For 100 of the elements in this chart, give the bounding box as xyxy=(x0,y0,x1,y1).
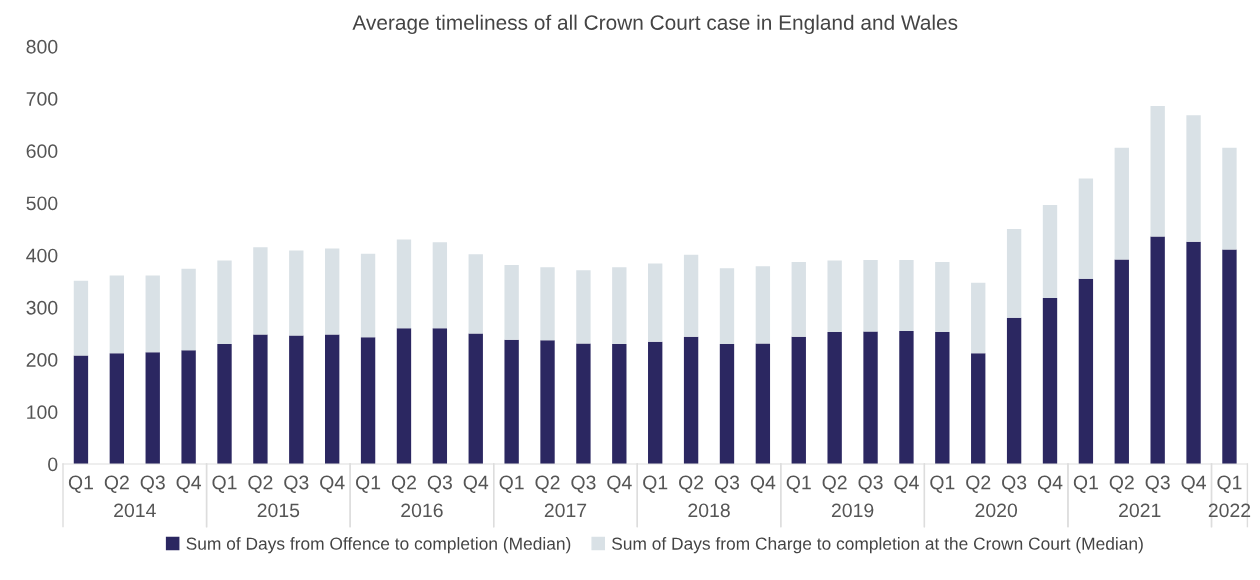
bar xyxy=(504,265,519,340)
bar xyxy=(325,334,340,464)
y-tick-label: 400 xyxy=(26,248,58,263)
bar xyxy=(1150,236,1165,464)
bar xyxy=(468,254,483,334)
bar xyxy=(612,267,627,344)
chart-title: Average timeliness of all Crown Court case in England and Wales xyxy=(352,14,958,35)
x-tick-label: Q1 xyxy=(1217,475,1242,493)
bar xyxy=(1006,317,1022,464)
bar xyxy=(971,282,986,354)
x-tick-label: Q4 xyxy=(607,475,632,493)
bar xyxy=(289,335,304,464)
bar xyxy=(648,263,663,342)
bar xyxy=(540,267,555,341)
x-tick-label: Q4 xyxy=(750,475,776,493)
bar xyxy=(576,343,591,464)
bar xyxy=(827,260,842,332)
x-tick-label: Q2 xyxy=(679,475,704,493)
bar xyxy=(145,352,160,464)
y-tick-label: 500 xyxy=(26,196,58,211)
bar xyxy=(1114,259,1129,464)
bar xyxy=(863,331,878,464)
x-tick-label: Q1 xyxy=(930,475,955,493)
bar xyxy=(719,343,735,464)
bar xyxy=(827,331,842,464)
x-tick-label: Q1 xyxy=(1073,475,1098,493)
x-tick-label: Q3 xyxy=(427,475,452,493)
bar xyxy=(1006,229,1022,318)
bar xyxy=(289,250,304,336)
bar xyxy=(791,261,806,337)
bar xyxy=(863,259,878,332)
text: 2019 xyxy=(831,503,874,518)
bar xyxy=(935,331,950,464)
bar xyxy=(217,260,232,344)
x-tick-label: Q3 xyxy=(284,475,309,493)
x-tick-label: Q3 xyxy=(140,475,165,493)
bar xyxy=(468,333,483,464)
y-tick-label: 700 xyxy=(26,92,58,106)
bar xyxy=(683,336,699,464)
x-tick-label: Q4 xyxy=(1037,475,1063,493)
bar xyxy=(253,247,268,335)
bar xyxy=(755,266,771,344)
x-tick-label: Q2 xyxy=(1109,475,1134,493)
bar xyxy=(1186,241,1201,464)
bar xyxy=(181,268,196,351)
bar xyxy=(432,328,448,464)
bar xyxy=(899,330,914,464)
x-tick-label: Q4 xyxy=(176,475,202,493)
text: 2017 xyxy=(544,503,587,518)
x-tick-label: Q4 xyxy=(320,475,345,493)
bar xyxy=(253,334,268,464)
x-tick-label: Q4 xyxy=(1181,475,1206,493)
bar xyxy=(109,275,125,354)
text: 2021 xyxy=(1119,503,1161,518)
x-tick-label: Q1 xyxy=(356,475,381,493)
bar xyxy=(1150,105,1165,237)
bar xyxy=(612,343,627,464)
bar xyxy=(432,242,448,329)
bar xyxy=(576,270,591,344)
text: 2014 xyxy=(114,503,156,518)
bar xyxy=(648,341,663,464)
bar xyxy=(1186,115,1201,242)
y-tick-label: 200 xyxy=(26,353,58,367)
y-tick-label: 800 xyxy=(26,39,58,54)
bar xyxy=(719,268,735,344)
bar xyxy=(540,340,555,464)
bar xyxy=(73,355,89,464)
bar xyxy=(971,353,986,464)
x-tick-label: Q1 xyxy=(68,475,93,493)
y-tick-label: 100 xyxy=(27,405,58,420)
bar xyxy=(396,328,412,464)
bar xyxy=(109,353,125,464)
bar xyxy=(1114,147,1129,260)
legend-label: Sum of Days from Offence to completion (Median) xyxy=(186,537,571,554)
legend-label: Sum of Days from Charge to completion at the Crown Court (Median) xyxy=(612,537,1143,554)
bar xyxy=(791,336,806,464)
x-tick-label: Q2 xyxy=(966,475,991,493)
bar xyxy=(360,337,376,464)
bar xyxy=(504,339,519,464)
x-tick-label: Q1 xyxy=(499,475,524,493)
y-tick-label: 0 xyxy=(48,457,58,472)
x-tick-label: Q4 xyxy=(463,475,489,493)
bar xyxy=(755,343,771,464)
text: 2022 xyxy=(1208,503,1251,518)
bar xyxy=(217,343,232,464)
x-tick-label: Q1 xyxy=(643,475,668,493)
x-tick-label: Q2 xyxy=(535,475,560,493)
bar xyxy=(1078,278,1094,464)
bar xyxy=(1042,205,1058,298)
text: 2018 xyxy=(688,503,730,518)
bar xyxy=(73,280,89,356)
x-tick-label: Q2 xyxy=(248,475,273,493)
x-tick-label: Q1 xyxy=(212,475,237,493)
text: 2020 xyxy=(975,503,1018,518)
x-tick-label: Q3 xyxy=(1145,475,1170,493)
y-tick-label: 300 xyxy=(26,300,58,315)
x-tick-label: Q3 xyxy=(858,475,883,493)
x-tick-label: Q3 xyxy=(571,475,596,493)
bar xyxy=(145,275,160,353)
bar xyxy=(1042,298,1058,464)
